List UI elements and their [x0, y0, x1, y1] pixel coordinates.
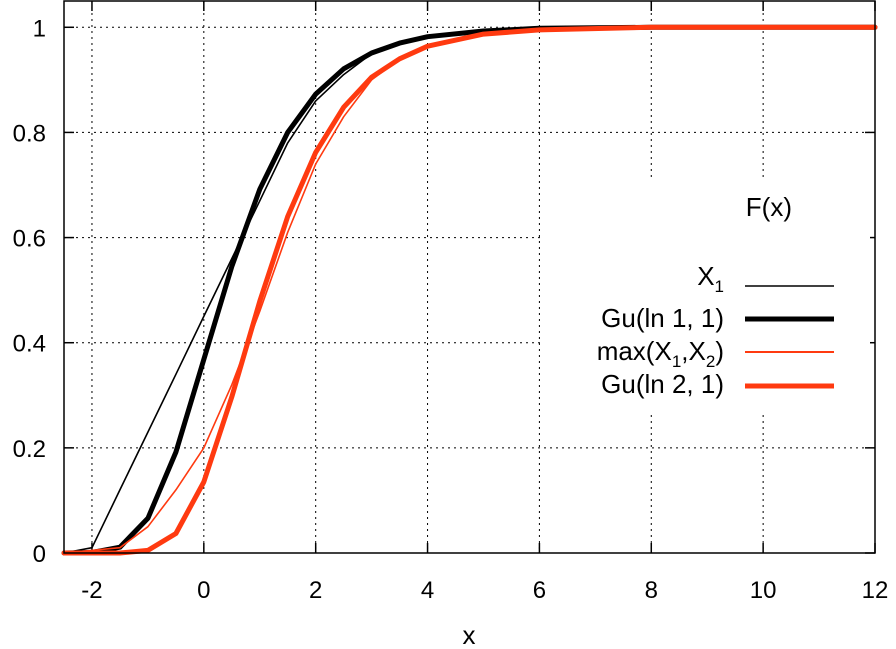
x-tick-label: -2 [81, 577, 102, 604]
legend-label-max: max(X1,X2) [597, 336, 724, 371]
y-tick-labels: 0 0.2 0.4 0.6 0.8 1 [13, 15, 46, 568]
legend-entry-gu-ln2: Gu(ln 2, 1) [601, 369, 834, 399]
legend-label-gu-ln2: Gu(ln 2, 1) [601, 369, 724, 399]
plot-frame [63, 0, 876, 554]
x-tick-label: 4 [421, 577, 434, 604]
legend-label-gu-ln1: Gu(ln 1, 1) [601, 303, 724, 333]
legend-entry-gu-ln1: Gu(ln 1, 1) [601, 303, 834, 333]
series-gu-ln2-line [61, 24, 878, 556]
y-tick-label: 0.6 [13, 226, 46, 253]
y-tick-label: 0.2 [13, 436, 46, 463]
x-tick-labels: -2 0 2 4 6 8 10 12 [81, 577, 888, 604]
x-axis-title: x [463, 620, 476, 649]
legend-label-x1: X1 [697, 261, 724, 296]
y-tick-label: 1 [33, 15, 46, 42]
legend: X1 Gu(ln 1, 1) max(X1,X2) Gu(ln 2, 1) [597, 261, 834, 399]
x-tick-label: 12 [862, 577, 889, 604]
x-tick-label: 10 [750, 577, 777, 604]
x-tick-label: 6 [533, 577, 546, 604]
y-axis-title: F(x) [746, 192, 792, 222]
legend-background [540, 180, 870, 412]
series-gu-ln1-line [61, 24, 878, 556]
x-tick-label: 8 [645, 577, 658, 604]
series-lines [61, 24, 878, 556]
legend-entry-x1: X1 [697, 261, 834, 296]
y-tick-label: 0.8 [13, 120, 46, 147]
x-tick-label: 0 [197, 577, 210, 604]
y-tick-label: 0 [33, 541, 46, 568]
y-tick-label: 0.4 [13, 331, 46, 358]
x-tick-label: 2 [309, 577, 322, 604]
legend-entry-max: max(X1,X2) [597, 336, 834, 371]
